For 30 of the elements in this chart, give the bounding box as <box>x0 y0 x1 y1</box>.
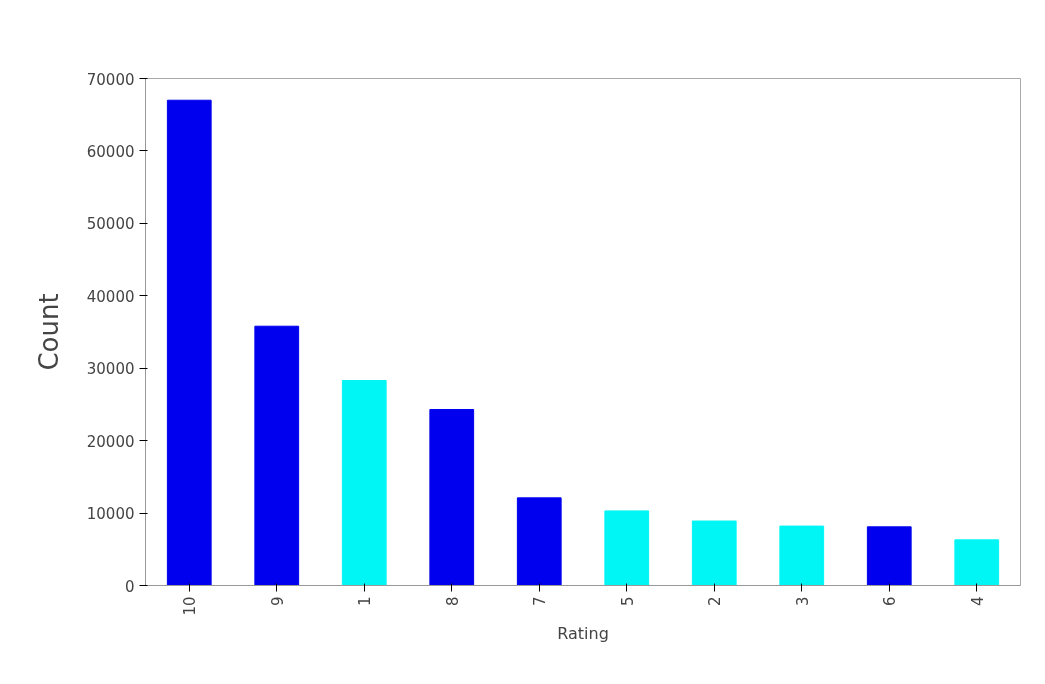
y-tick-label: 0 <box>124 577 135 596</box>
y-tick-label: 60000 <box>86 142 135 161</box>
bar <box>954 539 1000 586</box>
bar <box>429 409 475 586</box>
x-tick-label: 9 <box>268 596 287 607</box>
x-tick-label: 2 <box>706 596 725 607</box>
x-tick-label: 6 <box>881 596 900 607</box>
x-tick-label: 10 <box>181 596 200 616</box>
y-tick-label: 20000 <box>86 432 135 451</box>
x-tick-label: 4 <box>968 596 987 607</box>
bar <box>779 525 825 586</box>
y-tick-label: 50000 <box>86 215 135 234</box>
y-tick-label: 70000 <box>86 70 135 89</box>
y-axis-title: Count <box>33 293 64 371</box>
x-tick-label: 5 <box>618 596 637 607</box>
bar <box>604 510 650 586</box>
x-tick-label: 7 <box>531 596 550 607</box>
bar <box>516 497 562 586</box>
bar <box>166 99 212 586</box>
x-tick-label: 8 <box>443 596 462 607</box>
bar <box>254 325 300 586</box>
y-tick-label: 40000 <box>86 287 135 306</box>
bar <box>341 380 387 586</box>
x-axis-title: Rating <box>557 623 609 643</box>
bar <box>866 526 912 586</box>
x-tick-label: 1 <box>356 596 375 607</box>
x-tick-label: 3 <box>793 596 812 607</box>
bar <box>691 520 737 586</box>
y-tick-label: 10000 <box>86 505 135 524</box>
y-tick-label: 30000 <box>86 360 135 379</box>
